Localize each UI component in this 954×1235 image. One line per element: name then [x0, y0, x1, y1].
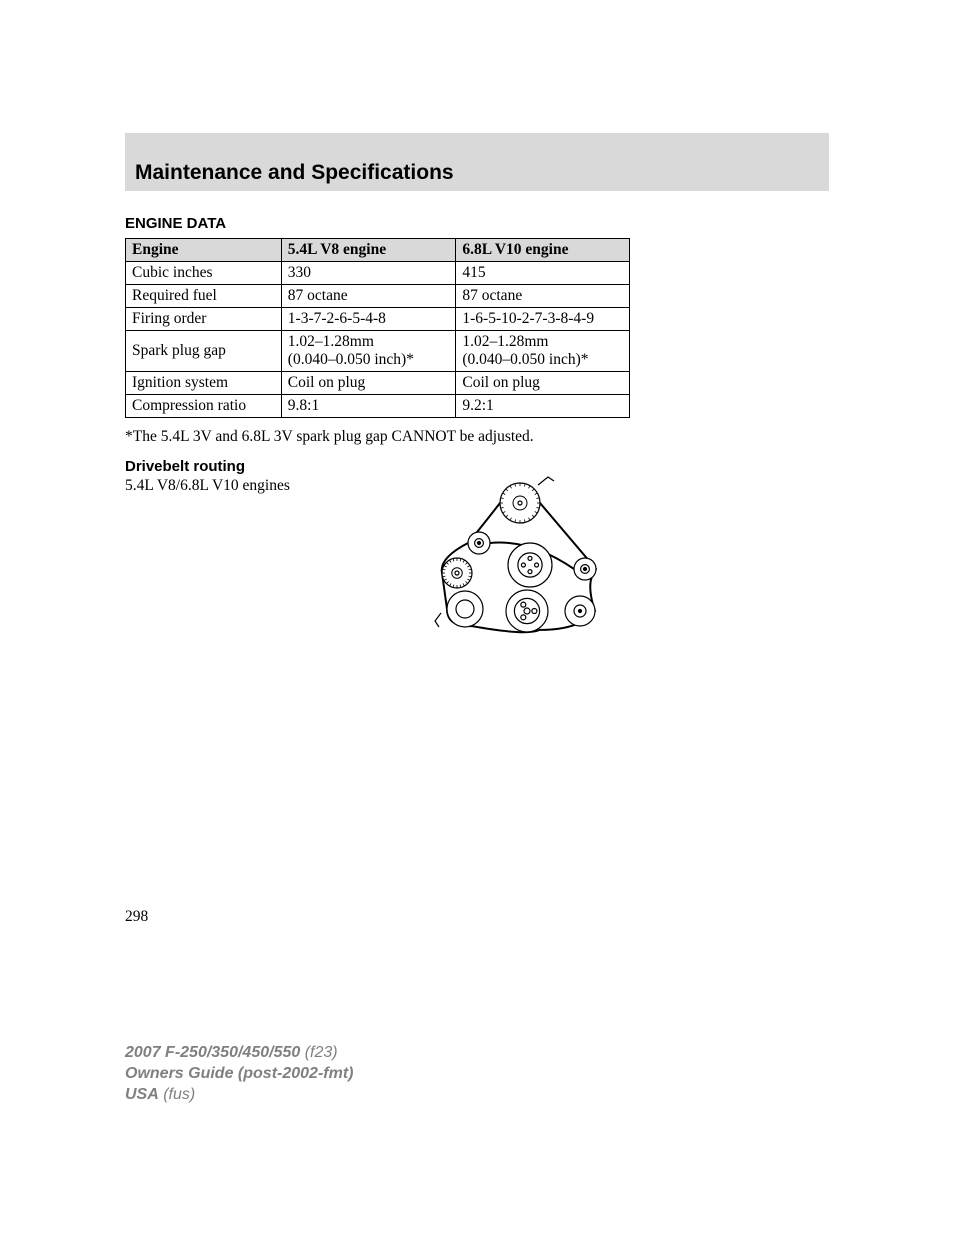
table-cell: 1.02–1.28mm(0.040–0.050 inch)* — [456, 331, 630, 372]
engine-data-table: Engine 5.4L V8 engine 6.8L V10 engine Cu… — [125, 238, 630, 418]
page-number: 298 — [125, 908, 148, 926]
table-cell: 9.2:1 — [456, 395, 630, 418]
table-row: Firing order1-3-7-2-6-5-4-81-6-5-10-2-7-… — [126, 308, 630, 331]
footer-code: (f23) — [300, 1044, 337, 1061]
table-row: Cubic inches330415 — [126, 262, 630, 285]
title-bar: Maintenance and Specifications — [125, 133, 829, 191]
table-cell: Spark plug gap — [126, 331, 282, 372]
table-cell: 415 — [456, 262, 630, 285]
table-header: 5.4L V8 engine — [281, 239, 456, 262]
table-cell: Coil on plug — [281, 372, 456, 395]
table-cell: 330 — [281, 262, 456, 285]
page-title: Maintenance and Specifications — [135, 161, 454, 185]
table-cell: 1-3-7-2-6-5-4-8 — [281, 308, 456, 331]
table-cell: Coil on plug — [456, 372, 630, 395]
table-row: Ignition systemCoil on plugCoil on plug — [126, 372, 630, 395]
table-cell: 9.8:1 — [281, 395, 456, 418]
table-header: Engine — [126, 239, 282, 262]
table-cell: 1.02–1.28mm(0.040–0.050 inch)* — [281, 331, 456, 372]
table-cell: 87 octane — [281, 285, 456, 308]
table-cell: Firing order — [126, 308, 282, 331]
table-cell: 87 octane — [456, 285, 630, 308]
section-heading-engine-data: ENGINE DATA — [125, 215, 829, 232]
table-header: 6.8L V10 engine — [456, 239, 630, 262]
table-row: Required fuel87 octane87 octane — [126, 285, 630, 308]
footer-region: USA — [125, 1086, 159, 1103]
drivebelt-diagram — [415, 471, 625, 641]
table-cell: Compression ratio — [126, 395, 282, 418]
footer-region-code: (fus) — [159, 1086, 195, 1103]
table-row: Compression ratio9.8:19.2:1 — [126, 395, 630, 418]
footnote: *The 5.4L 3V and 6.8L 3V spark plug gap … — [125, 428, 829, 446]
drivebelt-engines-text: 5.4L V8/6.8L V10 engines — [125, 477, 415, 495]
footer-model: 2007 F-250/350/450/550 — [125, 1044, 300, 1061]
table-row: Spark plug gap1.02–1.28mm(0.040–0.050 in… — [126, 331, 630, 372]
footer: 2007 F-250/350/450/550 (f23) Owners Guid… — [125, 1043, 353, 1105]
footer-guide: Owners Guide (post-2002-fmt) — [125, 1064, 353, 1085]
table-cell: 1-6-5-10-2-7-3-8-4-9 — [456, 308, 630, 331]
table-cell: Ignition system — [126, 372, 282, 395]
table-cell: Required fuel — [126, 285, 282, 308]
table-cell: Cubic inches — [126, 262, 282, 285]
